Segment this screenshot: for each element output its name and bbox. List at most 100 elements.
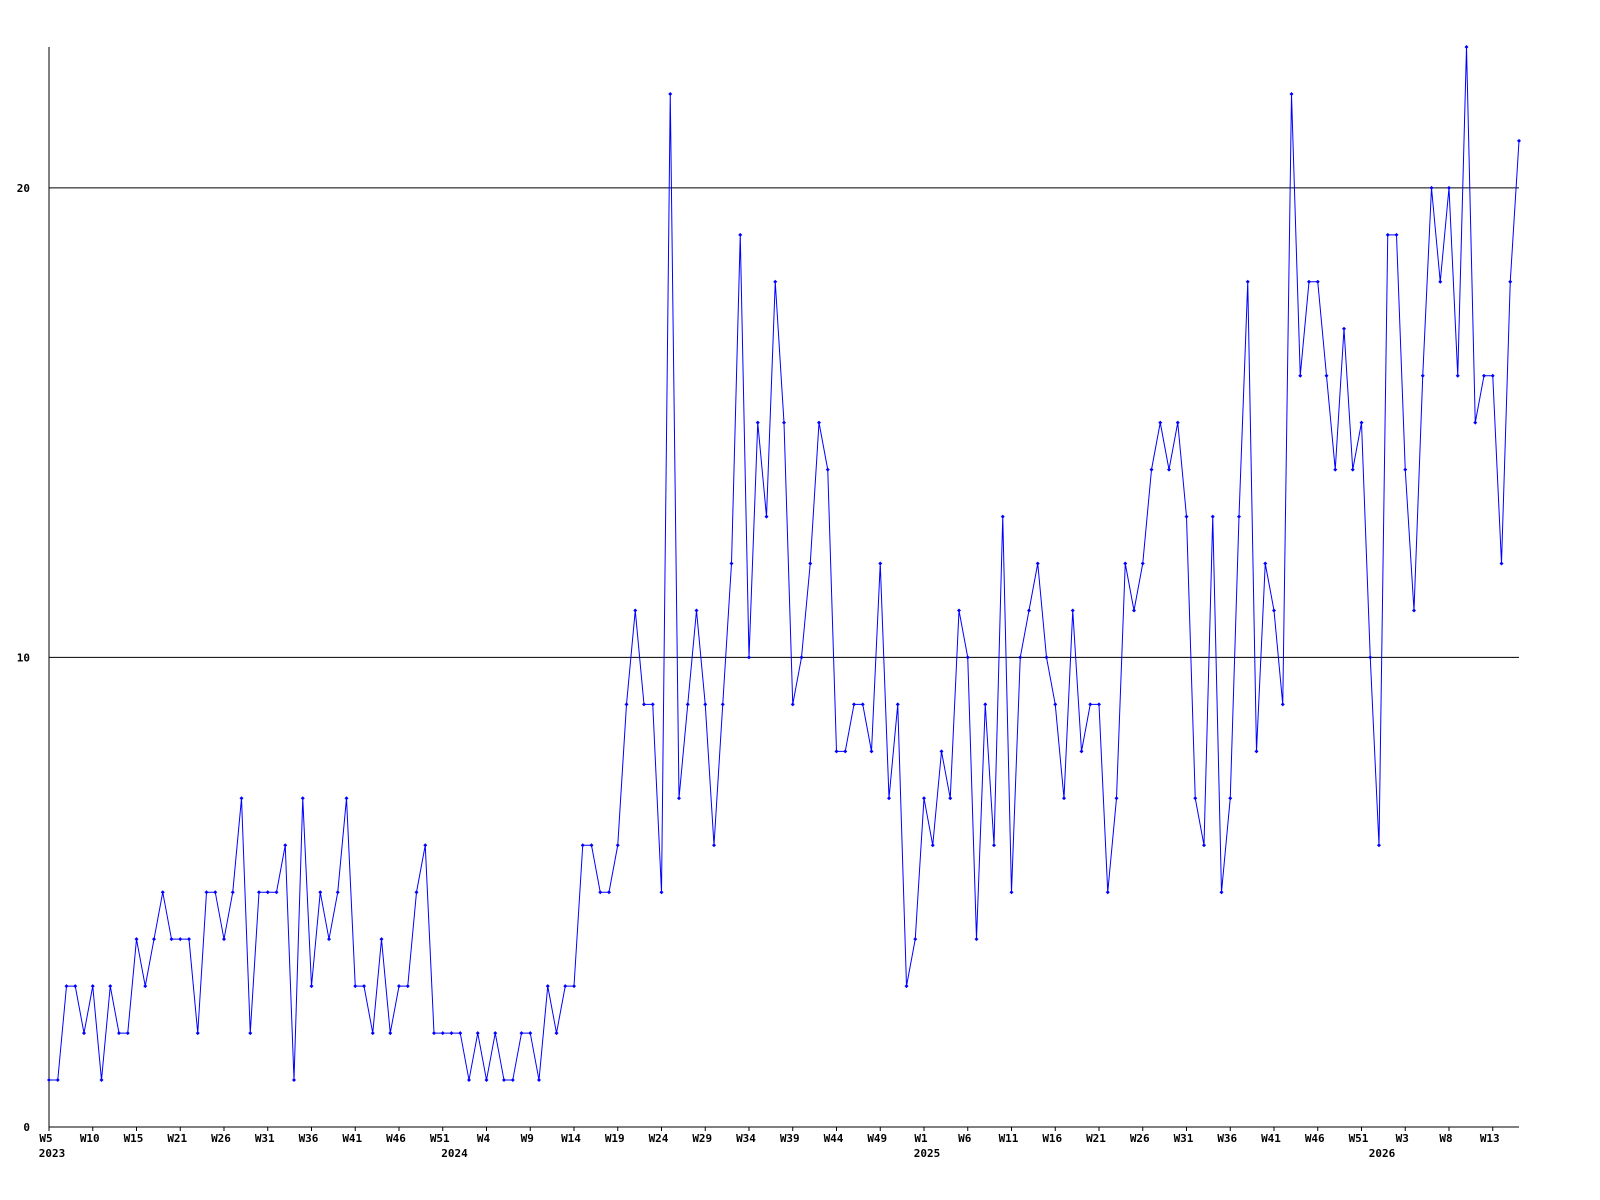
data-point (213, 890, 218, 895)
data-point (1035, 561, 1040, 566)
data-point (99, 1078, 104, 1083)
x-tick-label: W44 (824, 1132, 844, 1145)
data-point (808, 561, 813, 566)
data-point (1490, 373, 1495, 378)
data-point (257, 890, 261, 895)
data-point (370, 1031, 375, 1036)
data-point (1245, 279, 1250, 284)
data-point (677, 796, 681, 801)
data-point (817, 420, 821, 425)
data-point (633, 608, 638, 613)
data-point (878, 561, 883, 566)
data-point (1429, 185, 1434, 190)
data-point (729, 561, 734, 566)
y-tick-label: 0 (23, 1121, 30, 1134)
data-point (335, 890, 340, 895)
data-point (1053, 702, 1058, 707)
data-point (327, 937, 331, 942)
data-point (117, 1031, 121, 1036)
data-point (1394, 232, 1399, 237)
data-point (939, 749, 944, 754)
data-point (694, 608, 699, 613)
data-point (1202, 843, 1206, 848)
data-point (957, 608, 961, 613)
x-tick-label: W16 (1042, 1132, 1062, 1145)
data-point (895, 702, 900, 707)
data-point (1420, 373, 1425, 378)
x-tick-label: W11 (999, 1132, 1019, 1145)
data-point (1333, 467, 1338, 472)
data-point (860, 702, 865, 707)
x-tick-label: W26 (211, 1132, 231, 1145)
x-tick-label: W3 (1396, 1132, 1409, 1145)
data-point (283, 843, 288, 848)
data-point (948, 796, 953, 801)
data-point (580, 843, 585, 848)
data-point (397, 984, 401, 989)
data-point (440, 1031, 445, 1036)
data-point (47, 1078, 51, 1083)
data-point (1079, 749, 1084, 754)
data-point (1385, 232, 1390, 237)
data-point (353, 984, 358, 989)
x-tick-label: W39 (780, 1132, 800, 1145)
data-point (458, 1031, 463, 1036)
data-point (309, 984, 314, 989)
x-tick-label: W5 (39, 1132, 52, 1145)
data-point (869, 749, 874, 754)
x-tick-label: W41 (342, 1132, 362, 1145)
x-year-label: 2024 (441, 1147, 468, 1160)
data-point (73, 984, 78, 989)
data-point (204, 890, 209, 895)
data-point (55, 1078, 60, 1083)
data-point (1272, 608, 1276, 613)
x-tick-label: W34 (736, 1132, 756, 1145)
data-point (712, 843, 716, 848)
data-point (484, 1078, 489, 1083)
data-point (292, 1078, 296, 1083)
data-point (169, 937, 174, 942)
data-point (1044, 655, 1049, 660)
y-tick-label: 10 (17, 651, 30, 664)
data-point (1280, 702, 1285, 707)
data-point (825, 467, 830, 472)
x-tick-label: W9 (521, 1132, 534, 1145)
data-point (362, 984, 366, 989)
data-point (834, 749, 839, 754)
data-point (545, 984, 550, 989)
data-point (125, 1031, 130, 1036)
x-tick-label: W1 (914, 1132, 928, 1145)
data-point (414, 890, 419, 895)
data-point (1009, 890, 1014, 895)
data-point (1228, 796, 1233, 801)
data-point (1158, 420, 1163, 425)
data-point (904, 984, 909, 989)
data-point (764, 514, 769, 519)
data-point (720, 702, 725, 707)
data-point (528, 1031, 533, 1036)
x-year-label: 2023 (39, 1147, 66, 1160)
data-point (344, 796, 349, 801)
data-point (143, 984, 148, 989)
data-point (1342, 326, 1346, 331)
data-point (1184, 514, 1189, 519)
data-point (1000, 514, 1005, 519)
x-tick-label: W46 (386, 1132, 406, 1145)
data-point (738, 232, 743, 237)
data-point (615, 843, 620, 848)
data-point (930, 843, 935, 848)
data-point (379, 937, 384, 942)
data-point (467, 1078, 471, 1083)
data-point (1140, 561, 1145, 566)
data-point (1070, 608, 1075, 613)
data-point (108, 984, 113, 989)
data-point (887, 796, 891, 801)
x-tick-label: W6 (958, 1132, 972, 1145)
data-point (475, 1031, 480, 1036)
data-point (248, 1031, 253, 1036)
data-point (1298, 373, 1303, 378)
data-point (554, 1031, 559, 1036)
data-point (1473, 420, 1478, 425)
